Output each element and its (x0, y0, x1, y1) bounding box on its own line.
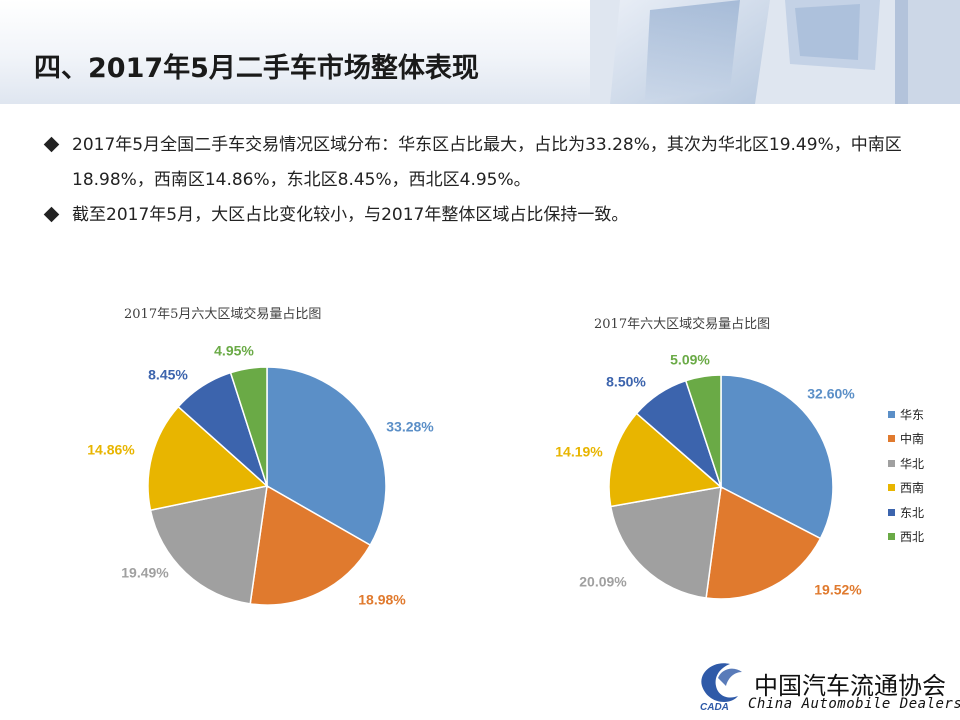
legend-label: 西南 (900, 481, 925, 496)
pie-slice-华北 (149, 485, 268, 605)
chart-title-2017: 2017年六大区域交易量占比图 (594, 317, 771, 332)
legend-swatch (888, 508, 895, 516)
pie-data-label: 18.98% (358, 592, 406, 608)
pie-slice-中南 (705, 485, 822, 600)
legend-swatch (888, 533, 895, 541)
chart-legend: 华东 中南 华北 西南 东北 西北 (888, 402, 924, 549)
bullet-text: 截至2017年5月，大区占比变化较小，与2017年整体区域占比保持一致。 (72, 205, 629, 225)
pie-data-label: 14.86% (87, 442, 135, 458)
legend-label: 中南 (900, 432, 925, 447)
pie-data-label: 8.50% (606, 374, 646, 390)
pie-slice-中南 (249, 484, 372, 606)
slide-header: 四、2017年5月二手车市场整体表现 (0, 0, 960, 104)
pie-data-label: 19.49% (121, 565, 169, 581)
pie-data-label: 32.60% (807, 386, 855, 402)
pie-slice-西南 (147, 405, 269, 512)
legend-item: 西北 (888, 525, 924, 550)
bullet-text: 2017年5月全国二手车交易情况区域分布：华东区占比最大，占比为33.28%，其… (72, 135, 902, 190)
pie-data-label: 19.52% (814, 582, 862, 598)
legend-item: 华北 (888, 451, 924, 476)
header-decoration-image (590, 0, 960, 104)
pie-slice-西北 (229, 366, 268, 487)
pie-chart-2017: 32.60% 19.52% 20.09% 14.19% 8.50% 5.09% (555, 352, 862, 600)
pie-slice-西北 (684, 374, 722, 488)
pie-slice-西南 (608, 412, 723, 508)
legend-item: 华东 (888, 402, 924, 427)
pie-slice-华东 (720, 374, 834, 540)
cada-logo-icon: CADA (700, 663, 742, 712)
legend-item: 西南 (888, 476, 924, 501)
slide-title: 四、2017年5月二手车市场整体表现 (34, 53, 479, 84)
pie-data-label: 5.09% (670, 352, 710, 368)
bullet-item: 2017年5月全国二手车交易情况区域分布：华东区占比最大，占比为33.28%，其… (43, 128, 924, 198)
legend-swatch (888, 484, 895, 492)
pie-slice-华北 (609, 486, 722, 599)
bullet-item: 截至2017年5月，大区占比变化较小，与2017年整体区域占比保持一致。 (43, 198, 924, 233)
legend-label: 东北 (900, 505, 925, 520)
pie-data-label: 20.09% (579, 574, 627, 590)
bullet-list: 2017年5月全国二手车交易情况区域分布：华东区占比最大，占比为33.28%，其… (43, 128, 924, 233)
logo-mark-text: CADA (700, 702, 729, 712)
legend-label: 华北 (900, 456, 925, 471)
legend-label: 华东 (900, 407, 925, 422)
association-logo: CADA 中国汽车流通协会 China Automobile Dealers (694, 656, 960, 716)
pie-chart-may-2017: 33.28% 18.98% 19.49% 14.86% 8.45% 4.95% (87, 343, 434, 608)
legend-swatch (888, 435, 895, 443)
pie-data-label: 33.28% (386, 419, 434, 435)
legend-item: 东北 (888, 500, 924, 525)
pie-data-label: 14.19% (555, 444, 603, 460)
association-name-cn: 中国汽车流通协会 (754, 672, 946, 700)
association-name-en: China Automobile Dealers (748, 696, 960, 712)
pie-data-label: 4.95% (214, 343, 254, 359)
chart-title-may: 2017年5月六大区域交易量占比图 (124, 307, 322, 322)
legend-label: 西北 (900, 530, 925, 545)
legend-item: 中南 (888, 427, 924, 452)
legend-swatch (888, 410, 895, 418)
pie-data-label: 8.45% (148, 367, 188, 383)
legend-swatch (888, 459, 895, 467)
pie-slice-华东 (266, 366, 387, 547)
